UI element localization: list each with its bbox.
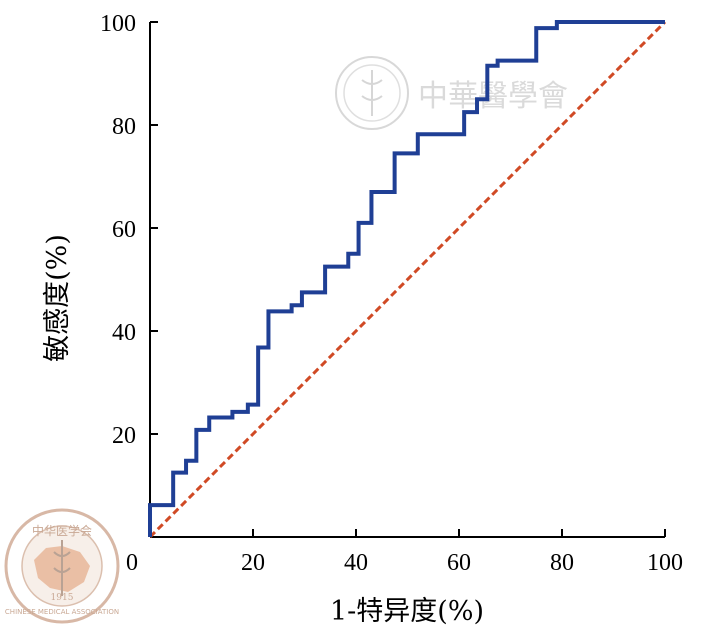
x-tick-label: 20 <box>241 550 265 576</box>
chinese-medical-association-logo: 中华医学会 1915 CHINESE MEDICAL ASSOCIATION <box>4 508 120 624</box>
series-group <box>148 20 667 539</box>
logo-year: 1915 <box>51 593 74 603</box>
watermark: 中華醫學會 <box>335 56 568 130</box>
y-tick-label: 40 <box>112 320 136 346</box>
roc-curve-line <box>148 20 665 537</box>
x-tick-label: 80 <box>550 550 574 576</box>
logo-text-bottom: CHINESE MEDICAL ASSOCIATION <box>5 608 119 616</box>
watermark-seal <box>335 56 409 130</box>
reference-diagonal-line <box>148 20 667 539</box>
x-axis-title: 1-特异度(%) <box>330 596 484 627</box>
x-tick-label: 100 <box>647 550 683 576</box>
y-tick-label: 80 <box>112 114 136 140</box>
x-tick-label: 40 <box>344 550 368 576</box>
y-axis-title: 敏感度(%) <box>42 234 73 362</box>
x-tick-label: 60 <box>447 550 471 576</box>
y-tick-label: 100 <box>100 11 136 37</box>
y-ticks: 20 40 60 80 100 <box>100 11 158 449</box>
axes <box>149 22 665 538</box>
logo-text-top: 中华医学会 <box>32 523 92 538</box>
x-tick-label: 0 <box>126 550 138 576</box>
watermark-text: 中華醫學會 <box>418 79 568 114</box>
y-tick-label: 20 <box>112 423 136 449</box>
y-tick-label: 60 <box>112 217 136 243</box>
